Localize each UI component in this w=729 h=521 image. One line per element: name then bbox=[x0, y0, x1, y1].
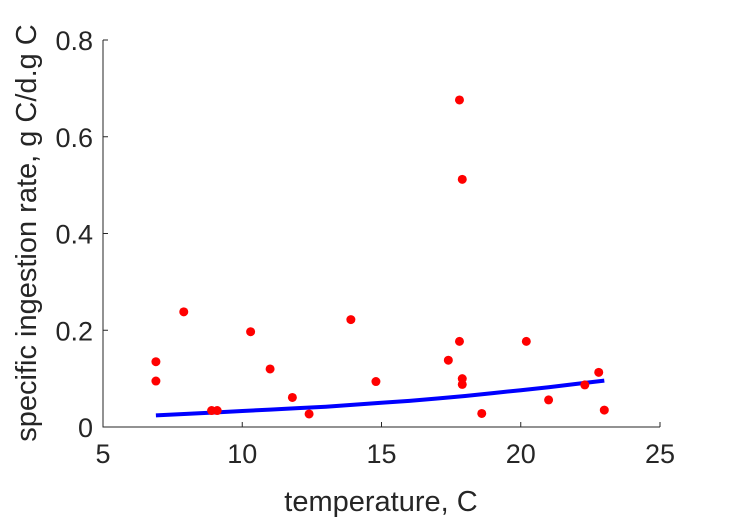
data-point bbox=[151, 376, 161, 386]
axes bbox=[102, 40, 660, 428]
data-point bbox=[346, 315, 356, 325]
x-tick-label: 25 bbox=[645, 439, 675, 469]
data-point bbox=[454, 336, 464, 346]
plot-area bbox=[151, 95, 609, 419]
x-axis-ticks: 5 10 15 20 25 bbox=[95, 422, 675, 469]
data-point bbox=[304, 409, 314, 419]
x-tick-label: 15 bbox=[366, 439, 396, 469]
y-tick-label: 0.8 bbox=[55, 26, 93, 56]
data-point bbox=[443, 355, 453, 365]
data-point bbox=[287, 392, 297, 402]
data-point bbox=[212, 406, 222, 416]
x-tick-label: 20 bbox=[506, 439, 536, 469]
data-point bbox=[599, 405, 609, 415]
data-point bbox=[457, 174, 467, 184]
data-point bbox=[454, 95, 464, 105]
y-axis-ticks: 0 0.2 0.4 0.6 0.8 bbox=[55, 26, 108, 443]
x-tick-label: 5 bbox=[95, 439, 110, 469]
data-point bbox=[580, 380, 590, 390]
data-point bbox=[371, 377, 381, 387]
y-tick-label: 0.4 bbox=[55, 220, 93, 250]
y-tick-label: 0.2 bbox=[55, 316, 93, 346]
data-point bbox=[246, 327, 256, 337]
data-point bbox=[265, 364, 275, 374]
data-point bbox=[151, 357, 161, 367]
fit-curve bbox=[155, 378, 605, 418]
x-axis-label: temperature, C bbox=[284, 486, 477, 518]
x-tick-label: 10 bbox=[227, 439, 257, 469]
data-point bbox=[521, 336, 531, 346]
data-point bbox=[457, 379, 467, 389]
y-axis-label: specific ingestion rate, g C/d.g C bbox=[11, 24, 43, 441]
data-point bbox=[477, 408, 487, 418]
axes-box bbox=[102, 40, 660, 428]
data-point bbox=[594, 367, 604, 377]
data-point bbox=[544, 395, 554, 405]
y-tick-label: 0 bbox=[78, 413, 93, 443]
data-point bbox=[179, 307, 189, 317]
y-tick-label: 0.6 bbox=[55, 123, 93, 153]
